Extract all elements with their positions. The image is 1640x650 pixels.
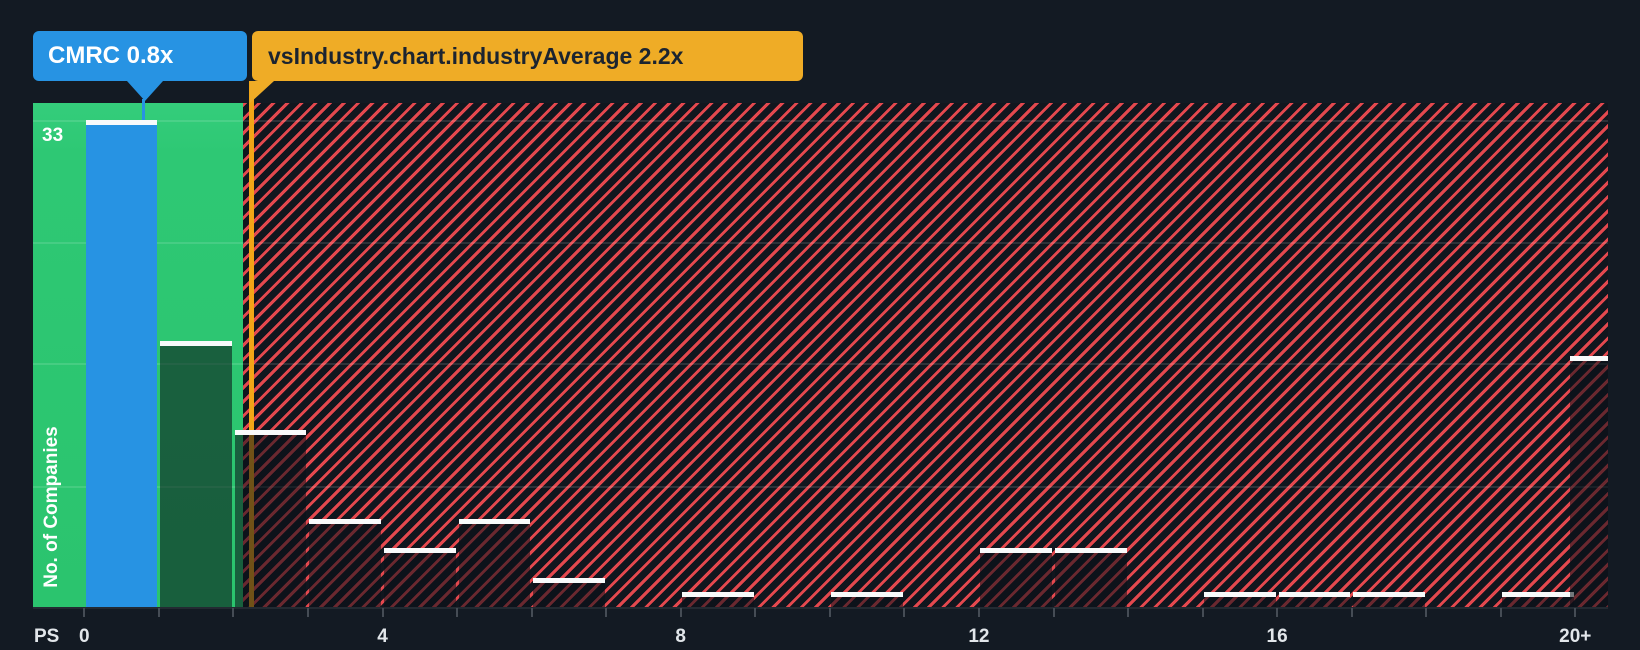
- x-axis-tick: [1350, 608, 1353, 617]
- gridline: [33, 363, 1608, 365]
- x-axis-tick-label: 0: [79, 626, 90, 647]
- x-axis-line: [33, 607, 1608, 609]
- histogram-bar-16-17[interactable]: [1278, 592, 1351, 607]
- x-axis-tick: [157, 608, 160, 617]
- x-axis-tick: [530, 608, 533, 617]
- histogram-bar-15-16[interactable]: [1204, 592, 1276, 607]
- x-axis-tick-label: 8: [675, 626, 686, 647]
- x-axis-tick: [232, 608, 235, 617]
- histogram-bar-6-7[interactable]: [533, 577, 605, 607]
- histogram-bar-13-14[interactable]: [1055, 548, 1127, 607]
- x-axis-title: PS: [34, 626, 60, 647]
- x-axis-tick: [456, 608, 459, 617]
- x-axis-tick: [1201, 608, 1204, 617]
- x-axis-tick-label: 4: [377, 626, 388, 647]
- x-axis-tick: [306, 608, 309, 617]
- y-axis-title: No. of Companies: [41, 426, 62, 588]
- x-axis-tick: [679, 608, 682, 617]
- industry-average-line: [249, 81, 254, 607]
- x-axis-tick: [381, 608, 384, 617]
- histogram-bar-3-4[interactable]: [309, 518, 381, 607]
- x-axis-tick: [1052, 608, 1055, 617]
- x-axis-tick-label: 20+: [1559, 626, 1592, 647]
- histogram-bar-19-20[interactable]: [1502, 592, 1574, 607]
- industry-average-tooltip: vsIndustry.chart.industryAverage 2.2x: [252, 31, 803, 81]
- x-axis-tick: [605, 608, 608, 617]
- x-axis-tick: [754, 608, 757, 617]
- x-axis-tick: [83, 608, 86, 617]
- histogram-bar-1-2[interactable]: [160, 341, 232, 607]
- y-axis-max-value-label: 33: [42, 125, 64, 146]
- histogram-bar-5-6[interactable]: [458, 518, 531, 607]
- x-axis-tick: [1499, 608, 1502, 617]
- x-axis-tick-label: 12: [968, 626, 990, 647]
- histogram-bar-12-13[interactable]: [980, 548, 1052, 607]
- x-axis-tick: [1276, 608, 1279, 617]
- histogram-bar-2-3[interactable]: [234, 429, 307, 607]
- x-axis-tick-label: 16: [1266, 626, 1288, 647]
- histogram-bar-0-1[interactable]: [85, 120, 158, 607]
- company-tooltip-pointer-icon: [127, 81, 163, 101]
- histogram-bar-10-11[interactable]: [831, 592, 903, 607]
- histogram-bar-20+[interactable]: [1570, 356, 1608, 607]
- gridline: [33, 120, 1608, 122]
- x-axis-tick: [828, 608, 831, 617]
- histogram-bar-4-5[interactable]: [384, 548, 456, 607]
- x-axis-tick: [903, 608, 906, 617]
- x-axis-tick: [1574, 608, 1577, 617]
- gridline: [33, 242, 1608, 244]
- histogram-bar-8-9[interactable]: [682, 592, 754, 607]
- above-industry-average-hatched-zone: [243, 103, 1608, 607]
- x-axis-tick: [1425, 608, 1428, 617]
- gridline: [33, 486, 1608, 488]
- x-axis-tick: [1127, 608, 1129, 617]
- company-tooltip-stem: [142, 99, 145, 120]
- industry-tooltip-pointer-icon: [250, 81, 274, 103]
- histogram-bar-17-18[interactable]: [1353, 592, 1425, 607]
- x-axis-tick: [977, 608, 980, 617]
- company-value-tooltip: CMRC 0.8x: [33, 31, 247, 81]
